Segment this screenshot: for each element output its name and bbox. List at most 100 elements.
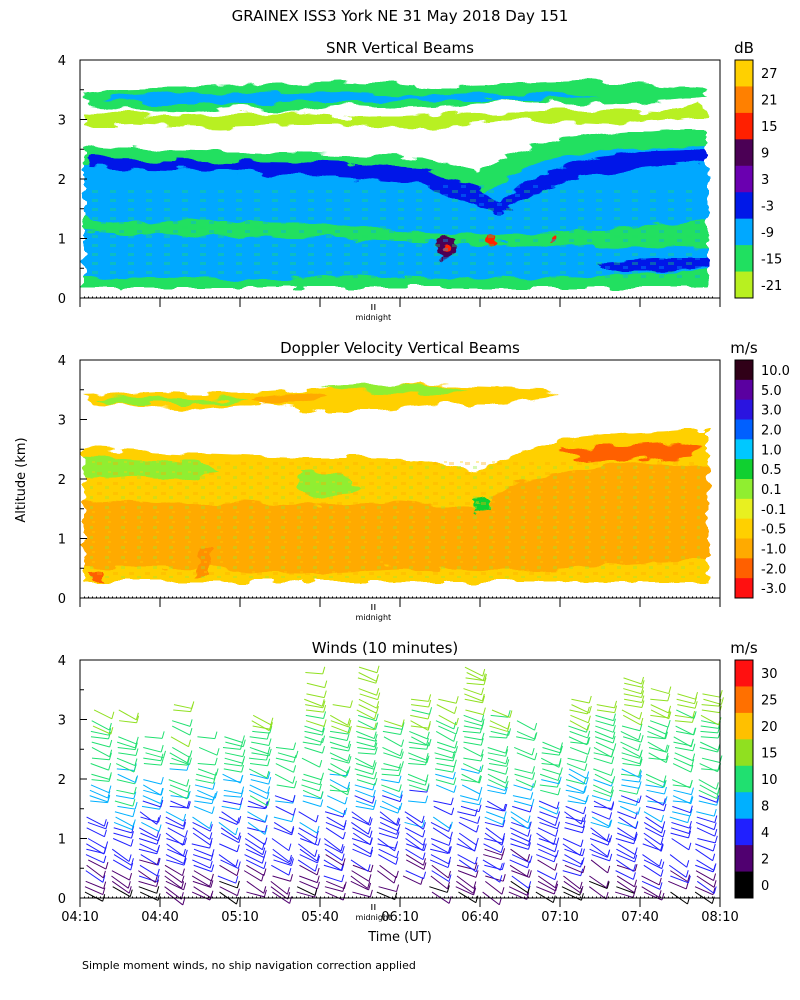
wind-barb: [329, 784, 351, 796]
winds-colorbar-swatch: [735, 686, 753, 714]
wind-barb: [411, 699, 432, 708]
wind-barb: [701, 763, 722, 771]
wind-barb: [248, 752, 269, 761]
wind-barb: [641, 886, 662, 898]
wind-barb: [490, 728, 512, 736]
wind-barb: [435, 777, 457, 786]
wind-barb: [381, 784, 402, 792]
wind-barb: [90, 784, 112, 794]
wind-barb: [304, 698, 325, 707]
wind-barb: [138, 837, 160, 845]
wind-barb: [355, 789, 376, 798]
winds-colorbar-swatch: [735, 871, 753, 899]
wind-barb: [538, 848, 559, 858]
wind-barb: [561, 886, 583, 896]
wind-barb: [249, 784, 271, 794]
winds-colorbar-label: 25: [761, 694, 778, 709]
wind-barb: [224, 756, 246, 764]
wind-barb: [456, 880, 476, 894]
wind-barb: [358, 688, 380, 696]
doppler-colorbar-label: 1.0: [761, 443, 782, 458]
wind-barb: [323, 859, 344, 871]
wind-barb: [408, 795, 429, 804]
wind-barb: [91, 720, 112, 731]
wind-barb: [112, 886, 133, 898]
wind-barb: [435, 720, 457, 730]
wind-barb: [164, 870, 185, 884]
wind-barb: [273, 827, 295, 836]
wind-barb: [168, 779, 190, 787]
wind-barb: [381, 800, 403, 811]
wind-barb: [460, 766, 482, 774]
wind-barb: [617, 827, 638, 840]
wind-barb: [466, 677, 487, 686]
wind-barb: [676, 696, 698, 705]
winds-colorbar-label: 30: [761, 667, 778, 682]
wind-barb: [271, 838, 292, 852]
wind-barb: [672, 808, 693, 817]
wind-barb: [352, 843, 374, 855]
snr-upper-layer-edge: [84, 104, 708, 128]
wind-barb: [641, 875, 662, 886]
wind-barb: [326, 805, 348, 816]
wind-barb: [111, 848, 132, 862]
wind-barb: [142, 795, 164, 805]
snr-colorbar-label: 21: [761, 94, 778, 109]
wind-barb: [458, 859, 479, 873]
wind-barb: [433, 797, 454, 806]
wind-barb: [248, 768, 270, 779]
wind-barb: [196, 772, 217, 780]
wind-barb: [432, 827, 453, 840]
winds-y-tick-label: 2: [58, 773, 66, 788]
wind-barb: [351, 822, 371, 835]
wind-barb: [404, 811, 425, 824]
x-axis-label: Time (UT): [367, 930, 432, 945]
wind-barb: [643, 822, 665, 834]
wind-barb: [622, 758, 643, 767]
wind-barb: [224, 749, 246, 758]
wind-barb: [510, 811, 531, 824]
wind-barb: [589, 875, 609, 889]
wind-barb: [140, 854, 161, 866]
wind-barb: [301, 757, 323, 768]
doppler-colorbar-swatch: [735, 419, 753, 440]
wind-barb: [350, 875, 371, 889]
wind-barb: [647, 796, 668, 804]
wind-barb: [356, 739, 377, 748]
wind-barb: [699, 784, 720, 795]
wind-barb: [410, 694, 432, 702]
wind-barb: [251, 738, 272, 746]
wind-barb: [650, 686, 672, 695]
time-tick-label: 05:40: [301, 910, 338, 925]
wind-barb: [487, 773, 509, 784]
wind-barb: [694, 886, 716, 896]
wind-barb: [379, 816, 401, 826]
wind-barb: [465, 673, 486, 681]
wind-barb: [330, 719, 352, 728]
wind-barb: [591, 816, 613, 828]
wind-barb: [621, 781, 642, 789]
wind-barb: [86, 864, 106, 879]
snr-colorbar-swatch: [735, 271, 753, 299]
time-tick-label: 07:40: [621, 910, 658, 925]
wind-barb: [171, 725, 193, 736]
wind-barb: [165, 811, 187, 822]
wind-barb: [487, 786, 508, 795]
wind-barb: [645, 827, 666, 838]
wind-barb: [87, 838, 109, 849]
wind-barb: [617, 811, 638, 820]
wind-barb: [193, 886, 214, 899]
wind-barb: [90, 728, 112, 736]
wind-barb: [351, 837, 373, 845]
wind-barb: [86, 816, 107, 827]
wind-barb: [464, 718, 485, 727]
wind-barb: [299, 822, 320, 834]
wind-barb: [330, 763, 351, 774]
wind-barb: [243, 870, 265, 882]
wind-barb: [562, 838, 584, 848]
wind-barb: [195, 792, 216, 801]
wind-barb: [594, 735, 616, 744]
wind-barb: [408, 738, 429, 746]
wind-barb: [326, 816, 347, 828]
